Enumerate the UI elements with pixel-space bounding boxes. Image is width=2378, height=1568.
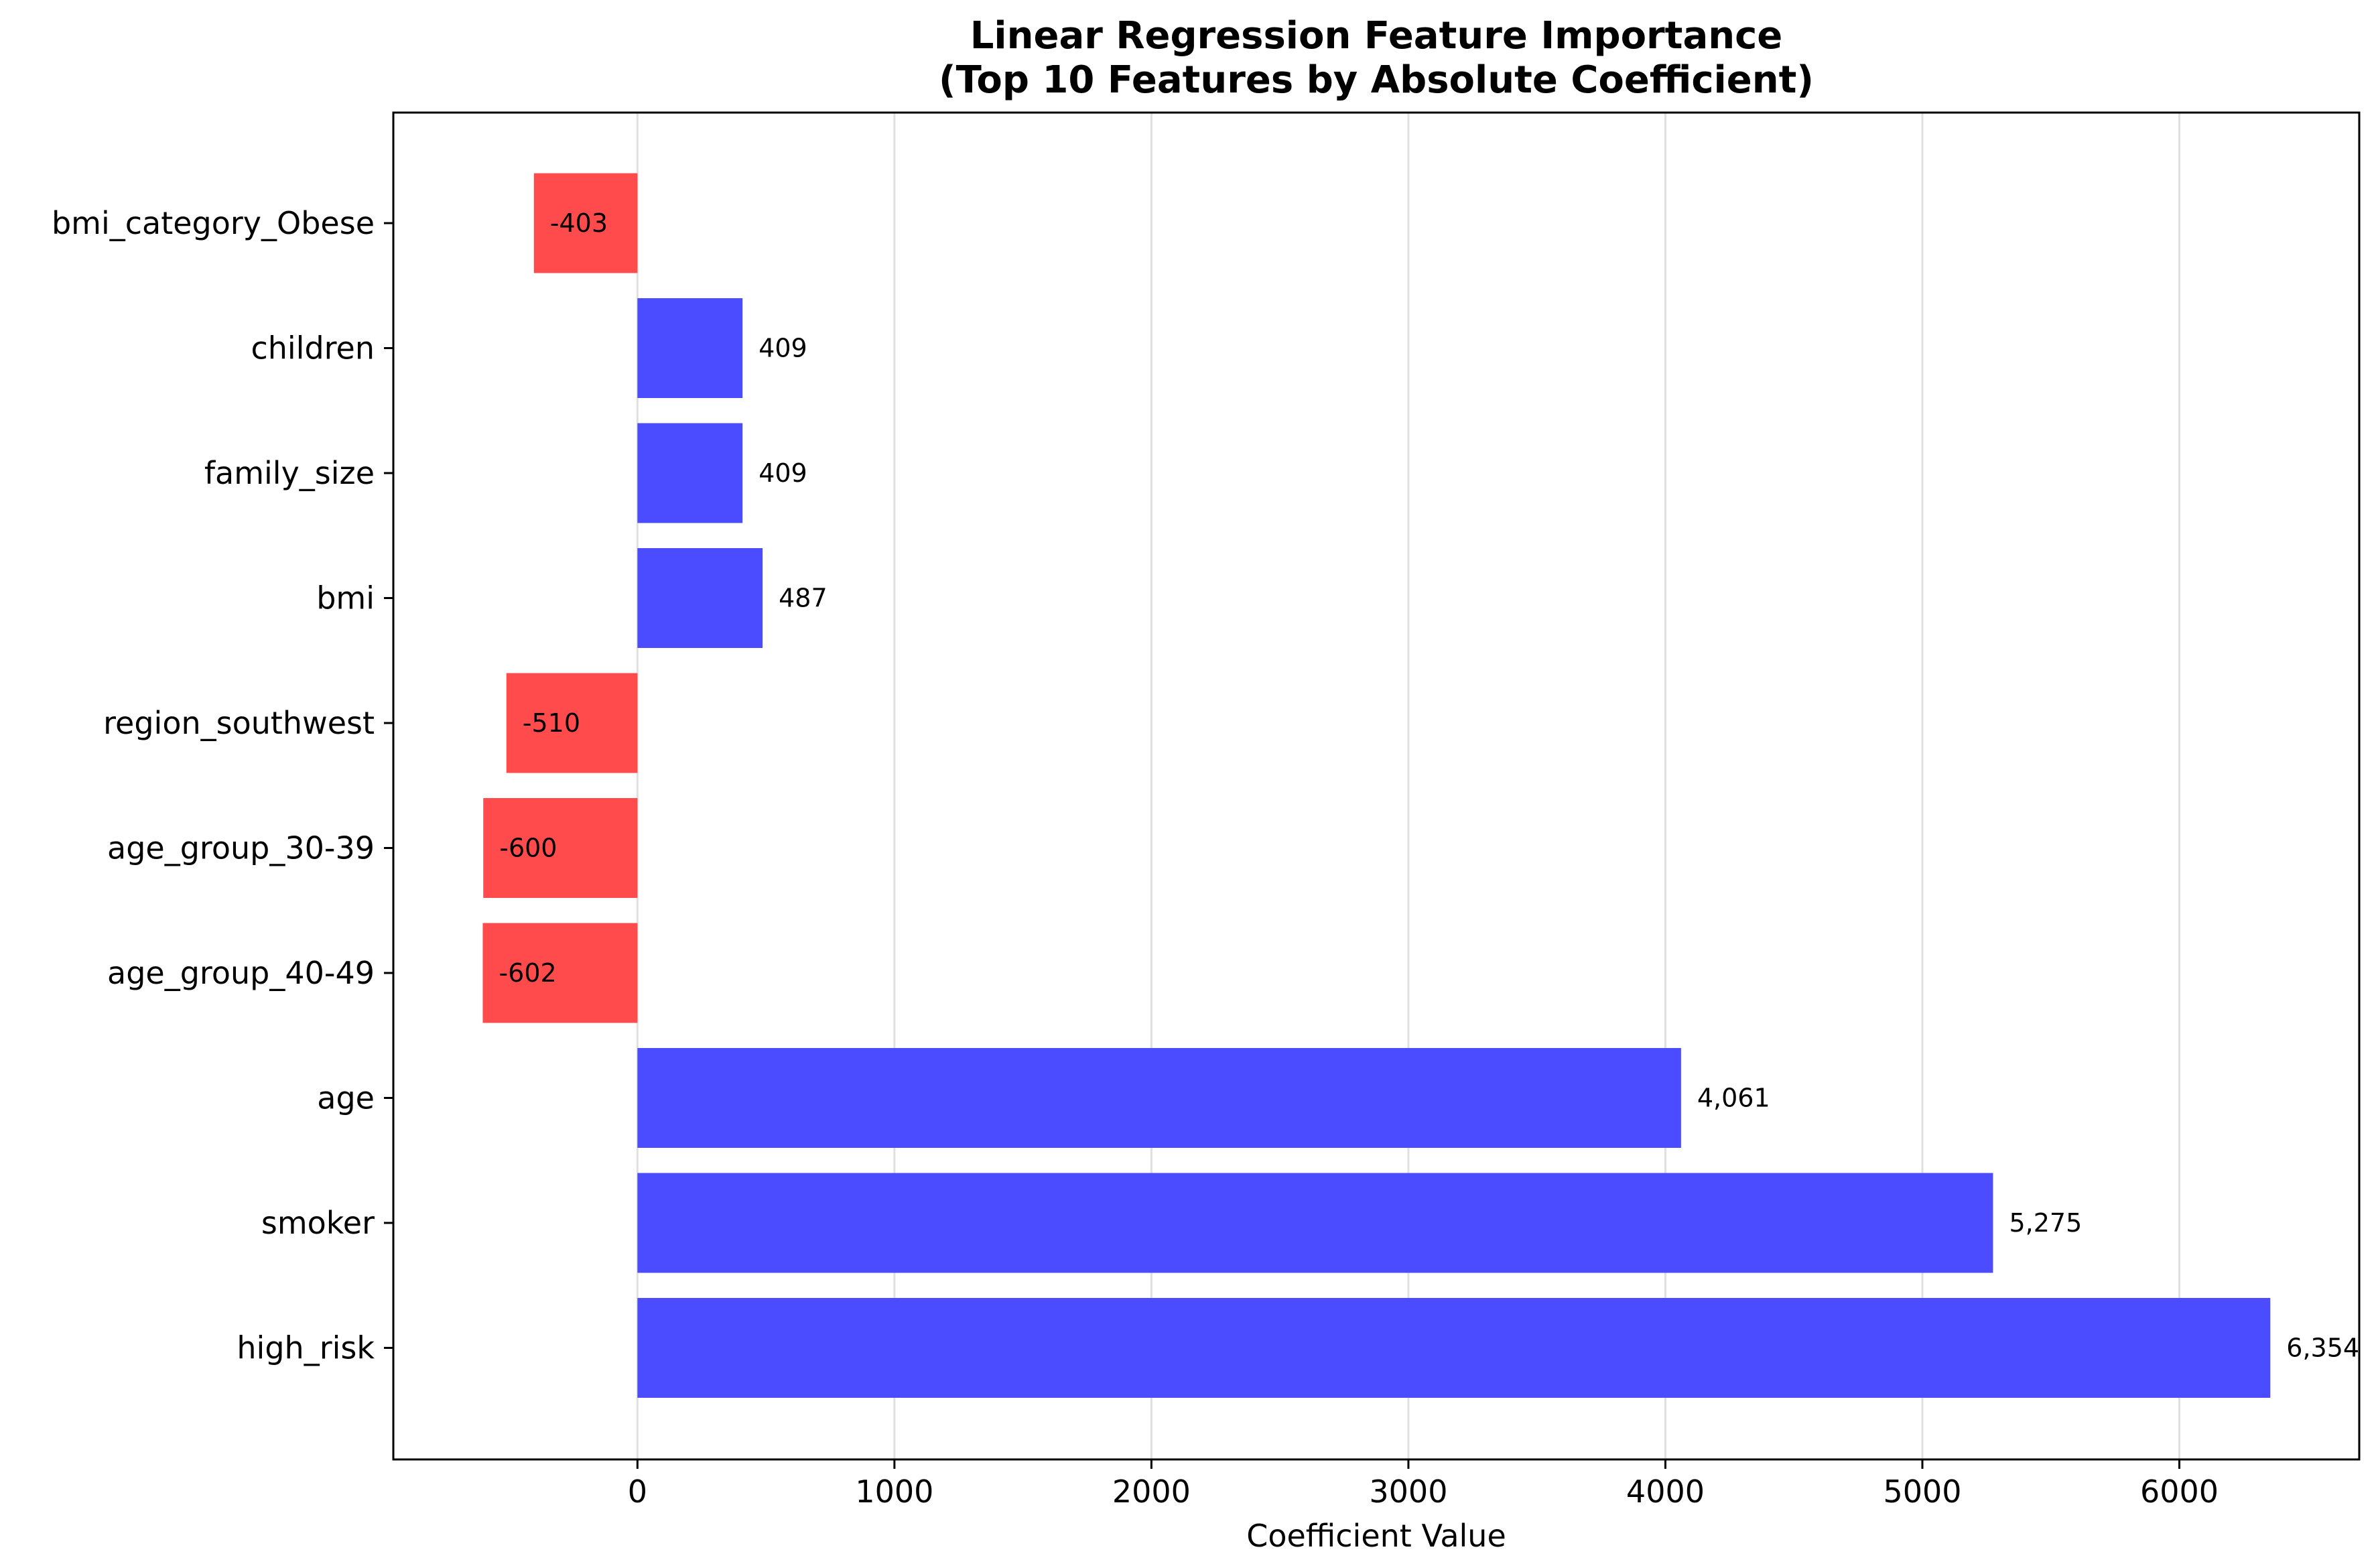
bar-value-label: -510 — [523, 708, 580, 738]
y-tick-label: high_risk — [237, 1330, 375, 1366]
x-tick-label: 2000 — [1112, 1474, 1191, 1510]
bar — [506, 673, 638, 773]
y-tick-label: bmi — [316, 580, 375, 616]
bar-value-label: -403 — [550, 208, 608, 238]
chart-title: Linear Regression Feature Importance — [970, 14, 1783, 58]
bar-value-label: -600 — [499, 834, 557, 863]
bar-value-label: 6,354 — [2286, 1333, 2359, 1363]
x-axis-label: Coefficient Value — [1246, 1518, 1506, 1554]
data-labels: -403 409 409 487 -510 -600 -602 4,061 5,275 6,354 — [499, 208, 2359, 1363]
bar — [637, 1048, 1681, 1148]
bar-value-label: 4,061 — [1697, 1084, 1770, 1113]
y-tick-label: bmi_category_Obese — [52, 205, 375, 241]
y-tick-label: age — [317, 1080, 375, 1116]
y-tick-label: smoker — [261, 1205, 375, 1241]
bar-value-label: 409 — [758, 334, 807, 363]
x-tick-label: 4000 — [1626, 1474, 1705, 1510]
bar — [637, 423, 743, 523]
y-tick-label: family_size — [204, 455, 375, 491]
plot-frame — [392, 111, 2361, 1461]
x-tick-label: 5000 — [1883, 1474, 1961, 1510]
bar-value-label: 409 — [758, 458, 807, 488]
bar — [637, 548, 763, 648]
y-tick-label: age_group_40-49 — [107, 955, 375, 991]
x-axis: 0 1000 2000 3000 4000 5000 6000 — [628, 1459, 2219, 1510]
bar — [637, 1173, 1993, 1273]
bar — [482, 923, 638, 1023]
bars — [482, 173, 2271, 1398]
y-tick-label: age_group_30-39 — [107, 830, 375, 866]
bar — [483, 798, 638, 898]
chart-subtitle: (Top 10 Features by Absolute Coefficient… — [939, 58, 1814, 102]
bar-value-label: -602 — [499, 958, 556, 988]
y-tick-label: region_southwest — [103, 705, 375, 741]
grid — [636, 113, 2181, 1459]
y-axis: bmi_category_Obese children family_sizebmi… — [52, 205, 393, 1366]
x-tick-label: 0 — [628, 1474, 647, 1510]
bar — [637, 298, 743, 398]
bar-value-label: 5,275 — [2009, 1208, 2082, 1238]
x-tick-label: 1000 — [855, 1474, 933, 1510]
y-tick-label: children — [251, 330, 375, 367]
x-tick-label: 3000 — [1369, 1474, 1447, 1510]
bar — [533, 173, 638, 273]
x-tick-label: 6000 — [2140, 1474, 2219, 1510]
bar — [637, 1298, 2271, 1398]
bar-value-label: 487 — [779, 584, 828, 613]
